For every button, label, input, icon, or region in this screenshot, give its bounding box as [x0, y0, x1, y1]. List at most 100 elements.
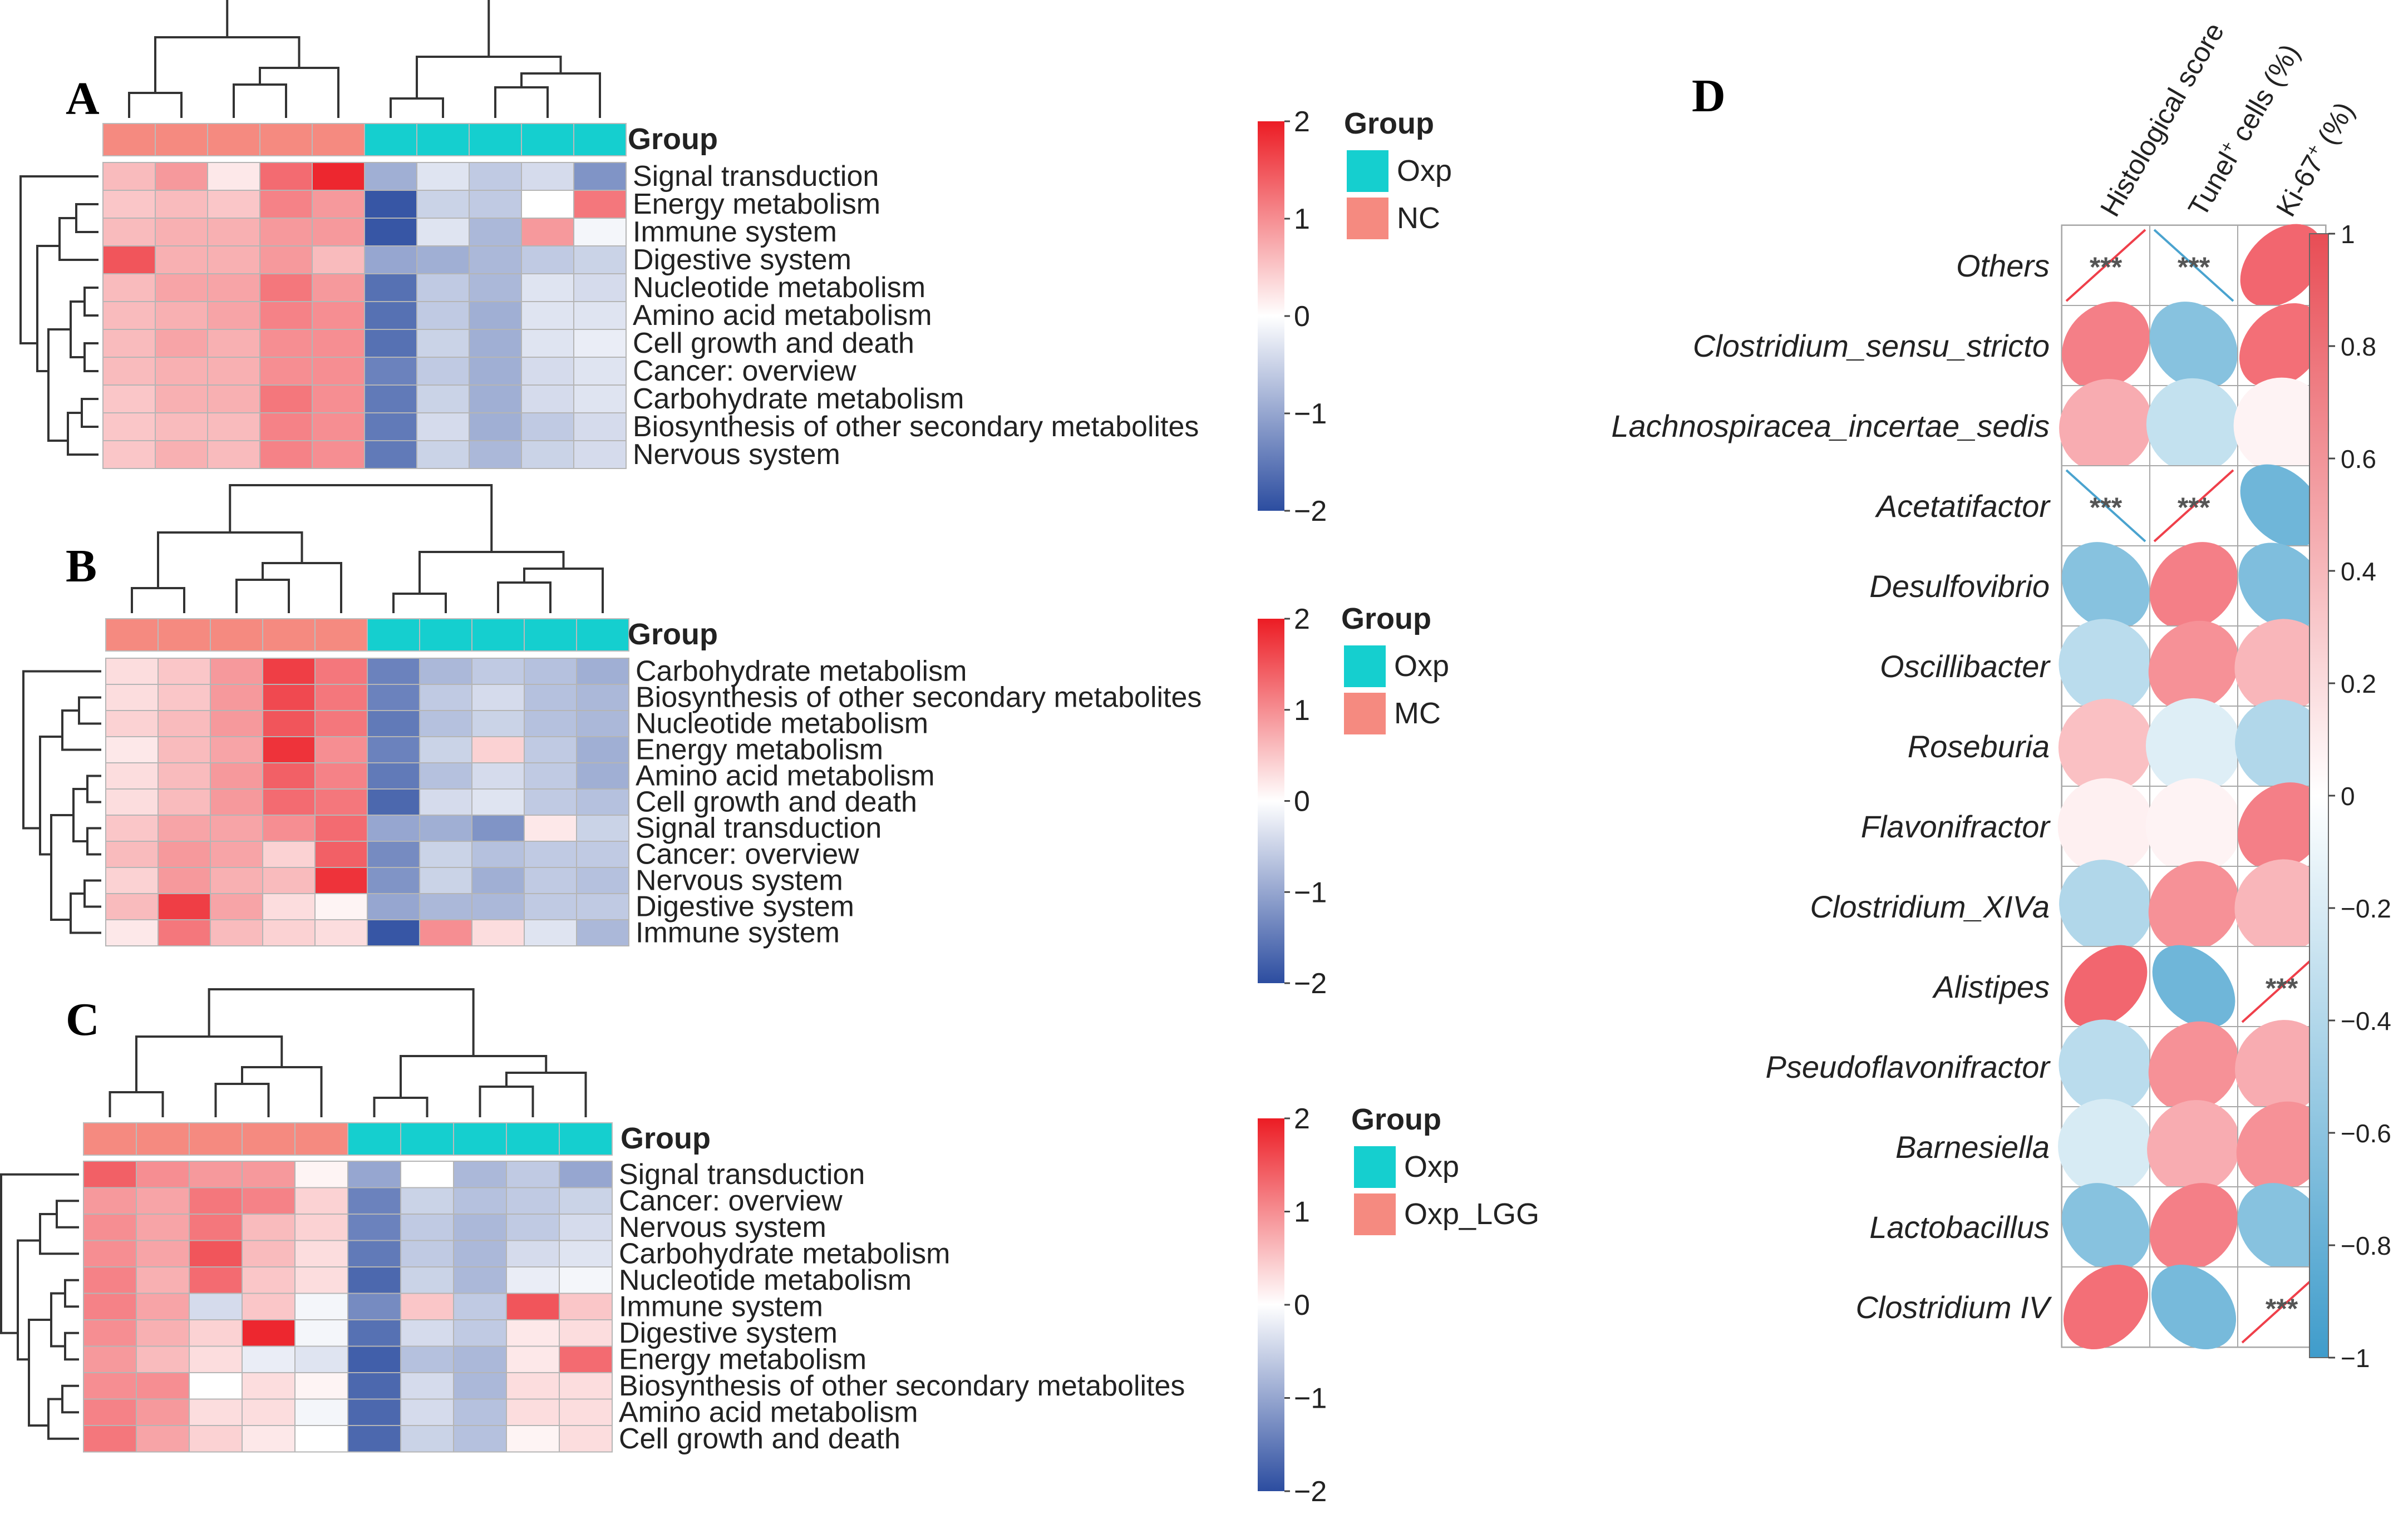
heatmap-cell: [207, 190, 260, 219]
heatmap-cell: [364, 384, 417, 413]
taxon-label: Clostridium_sensu_stricto: [1693, 328, 2050, 363]
heatmap-cell: [314, 788, 368, 816]
group-bar-cell: [83, 1122, 137, 1156]
taxon-label: Others: [1956, 248, 2050, 283]
heatmap-cell: [367, 893, 420, 920]
heatmap-cell: [136, 1187, 190, 1215]
heatmap-cell: [524, 919, 577, 946]
group-bar-cell: [207, 123, 260, 156]
heatmap-cell: [259, 412, 313, 441]
heatmap-cell: [294, 1345, 348, 1373]
heatmap-cell: [83, 1425, 137, 1453]
color-scale-tick-label: 0: [1294, 1289, 1310, 1321]
correlation-ellipse: [2240, 464, 2323, 548]
heatmap-cell: [294, 1372, 348, 1400]
heatmap-cell: [242, 1398, 296, 1426]
taxon-label: Barnesiella: [1895, 1130, 2050, 1165]
heatmap-cell: [262, 815, 316, 842]
correlation-ellipse: [2150, 302, 2238, 389]
group-bar-cell: [259, 123, 313, 156]
row-label: Digestive system: [636, 891, 854, 923]
row-label: Signal transduction: [636, 812, 882, 845]
correlation-scale-tick-label: 0.4: [2341, 557, 2376, 586]
heatmap-cell: [469, 384, 522, 413]
heatmap-cell: [400, 1266, 454, 1294]
correlation-ellipse: [2238, 542, 2325, 629]
heatmap-cell: [83, 1398, 137, 1426]
correlation-ellipse: [2057, 778, 2154, 875]
heatmap-cell: [559, 1398, 613, 1426]
heatmap-cell: [400, 1372, 454, 1400]
correlation-ellipse: [2145, 698, 2242, 795]
heatmap-cell: [312, 162, 365, 191]
heatmap-cell: [469, 440, 522, 469]
heatmap-cell: [294, 1425, 348, 1453]
color-scale-tick-label: 1: [1294, 203, 1310, 235]
heatmap-cell: [312, 412, 365, 441]
heatmap-cell: [262, 867, 316, 894]
row-label: Carbohydrate metabolism: [633, 383, 964, 415]
heatmap-cell: [136, 1319, 190, 1347]
heatmap-cell: [314, 710, 368, 737]
heatmap-cell: [262, 762, 316, 790]
correlation-line: [2241, 1270, 2322, 1344]
heatmap-cell: [521, 190, 574, 219]
heatmap-cell: [573, 190, 627, 219]
group-bar-cell: [506, 1122, 560, 1156]
heatmap-cell: [347, 1345, 401, 1373]
legend-title: Group: [1344, 107, 1434, 140]
correlation-ellipse: [2234, 619, 2329, 713]
heatmap-cell: [506, 1293, 560, 1320]
heatmap-cell: [207, 162, 260, 191]
color-scale-tick-label: 1: [1294, 1196, 1310, 1229]
color-scale-tick-label: 0: [1294, 786, 1310, 818]
heatmap-cell: [155, 273, 208, 302]
heatmap-cell: [524, 841, 577, 868]
heatmap-cell: [210, 815, 263, 842]
heatmap-cell: [419, 867, 472, 894]
heatmap-cell: [314, 919, 368, 946]
heatmap-cell: [102, 412, 156, 441]
heatmap-cell: [105, 919, 159, 946]
correlation-ellipse: [2059, 619, 2153, 713]
heatmap-cell: [102, 357, 156, 386]
heatmap-cell: [521, 384, 574, 413]
heatmap-cell: [524, 684, 577, 711]
heatmap-panel-b: Group Carbohydrate metabolismBiosynthesi…: [22, 484, 1449, 1000]
heatmap-cell: [312, 273, 365, 302]
group-bar-cell: [155, 123, 208, 156]
correlation-ellipse: [2235, 1020, 2328, 1113]
group-legend-b: Group Oxp MC: [1341, 602, 1449, 734]
heatmap-cell: [242, 1345, 296, 1373]
heatmap-cell: [294, 1266, 348, 1294]
correlation-row-labels: Others Clostridium_sensu_stricto Lachnospi…: [1611, 248, 2052, 1325]
heatmap-cell: [419, 893, 472, 920]
correlation-ellipse: [2148, 1021, 2239, 1112]
heatmap-cell: [207, 301, 260, 330]
group-bar-a: [102, 123, 627, 156]
correlation-ellipse: [2063, 1264, 2149, 1350]
heatmap-cell: [367, 788, 420, 816]
group-bar-cell: [367, 618, 420, 652]
heatmap-cell: [419, 841, 472, 868]
heatmap-cell: [400, 1345, 454, 1373]
heatmap-cell: [312, 218, 365, 246]
heatmap-cell: [155, 218, 208, 246]
heatmap-cell: [105, 788, 159, 816]
taxon-label: Roseburia: [1908, 729, 2050, 764]
heatmap-cell: [453, 1214, 507, 1241]
heatmap-cell: [559, 1161, 613, 1188]
group-bar-cell: [347, 1122, 401, 1156]
panel-letter-b: B: [66, 540, 97, 592]
correlation-line: [2065, 469, 2146, 542]
heatmap-cell: [347, 1161, 401, 1188]
heatmap-cell: [294, 1161, 348, 1188]
heatmap-cell: [83, 1293, 137, 1320]
column-dendrogram-a: [128, 0, 601, 118]
group-bar-cell: [419, 618, 472, 652]
heatmap-cell: [416, 301, 470, 330]
correlation-ellipse: [2150, 542, 2238, 630]
heatmap-cell: [312, 329, 365, 358]
heatmap-cell: [347, 1425, 401, 1453]
heatmap-cell: [102, 329, 156, 358]
